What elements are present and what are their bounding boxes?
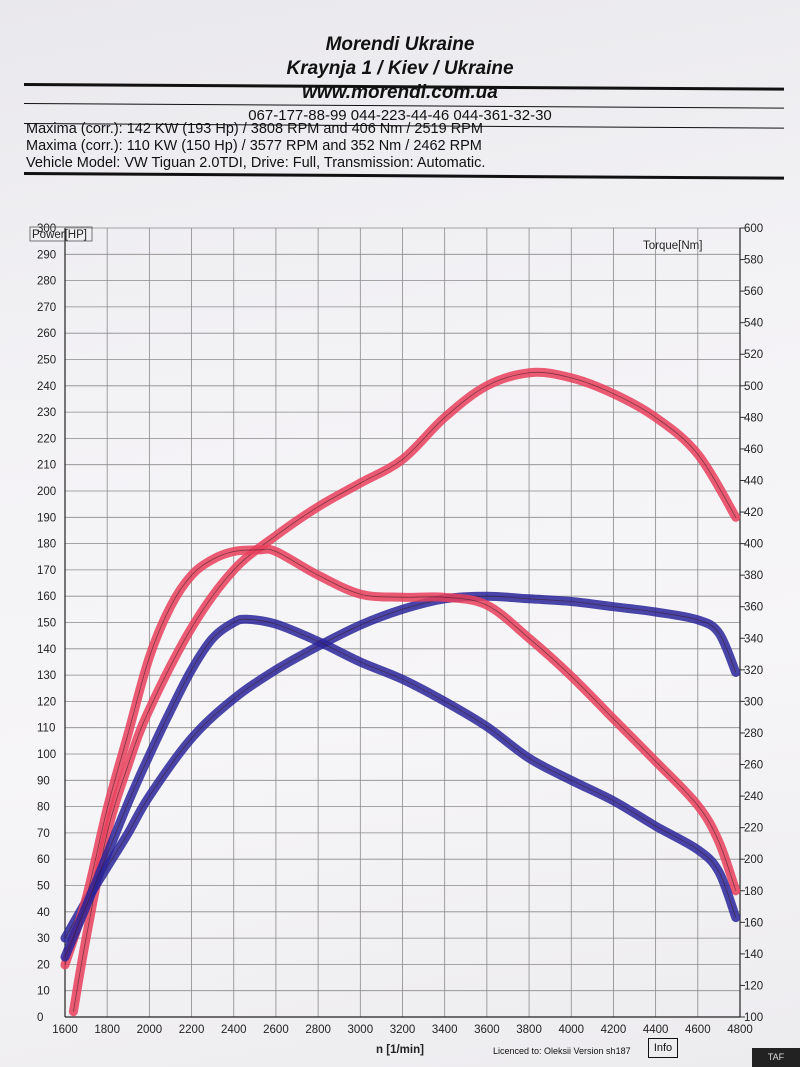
- x-tick-label: 3600: [474, 1024, 500, 1036]
- x-tick-label: 4200: [601, 1024, 627, 1036]
- y-tick-label: 180: [37, 539, 56, 551]
- y-tick-label: 220: [37, 433, 56, 445]
- y2-tick-label: 340: [744, 633, 763, 645]
- y2-tick-label: 540: [744, 318, 763, 330]
- y-tick-label: 110: [37, 723, 55, 735]
- y2-tick-label: 400: [744, 539, 763, 551]
- x-tick-label: 2800: [305, 1024, 331, 1036]
- y-tick-label: 20: [37, 959, 50, 971]
- company-phones: 067-177-88-99 044-223-44-46 044-361-32-3…: [248, 107, 552, 124]
- y2-tick-label: 180: [744, 886, 763, 898]
- y-tick-label: 150: [37, 618, 56, 630]
- maxima-corrected-2: Maxima (corr.): 110 KW (150 Hp) / 3577 R…: [26, 138, 482, 154]
- y2-tick-label: 440: [744, 475, 763, 487]
- y-tick-label: 10: [37, 986, 50, 998]
- y-tick-label: 250: [37, 355, 56, 367]
- x-axis-title: n [1/min]: [376, 1044, 424, 1056]
- x-tick-label: 4000: [558, 1024, 584, 1036]
- y2-tick-label: 280: [744, 728, 763, 740]
- x-tick-label: 4600: [685, 1024, 711, 1036]
- y-tick-label: 210: [37, 460, 56, 472]
- chart-labels: 1600 1800 2000 2200 2400 2600 2800 3000 3200 3400…: [29, 223, 763, 1056]
- y2-tick-label: 240: [744, 791, 763, 803]
- y2-tick-label: 580: [744, 255, 763, 267]
- y-tick-label: 40: [37, 907, 50, 919]
- y2-tick-label: 140: [744, 949, 763, 961]
- y-tick-label: 60: [37, 854, 50, 866]
- y-tick-label: 290: [37, 249, 56, 261]
- y-tick-label: 270: [37, 302, 56, 314]
- x-tick-label: 3200: [390, 1024, 416, 1036]
- x-tick-label: 3800: [516, 1024, 542, 1036]
- x-tick-label: 3400: [432, 1024, 458, 1036]
- x-tick-label: 2400: [221, 1024, 247, 1036]
- company-address: Kraynja 1 / Kiev / Ukraine: [286, 58, 514, 79]
- y2-tick-label: 600: [744, 223, 763, 235]
- series-trace-red-left: [73, 371, 737, 1012]
- x-tick-label: 1600: [52, 1024, 78, 1036]
- y2-tick-label: 460: [744, 444, 763, 456]
- y-tick-label: 260: [37, 328, 56, 340]
- y2-tick-label: 520: [744, 349, 763, 361]
- y-tick-label: 170: [37, 565, 56, 577]
- y-tick-label: 90: [37, 775, 50, 787]
- series-line-blue-left: [60, 591, 741, 943]
- y-tick-label: 30: [37, 933, 50, 945]
- y2-tick-label: 300: [744, 696, 763, 708]
- y-tick-label: 50: [37, 881, 50, 893]
- series-line-red-left: [68, 367, 741, 1017]
- y-tick-label: 190: [37, 512, 56, 524]
- y-tick-label: 160: [37, 591, 56, 603]
- y-axis-title-box: [29, 226, 93, 242]
- y2-tick-label: 560: [744, 286, 763, 298]
- company-name: Morendi Ukraine: [325, 34, 475, 55]
- chart-curves: [60, 367, 741, 1017]
- vehicle-model: Vehicle Model: VW Tiguan 2.0TDI, Drive: …: [26, 155, 486, 171]
- info-button[interactable]: Info: [648, 1038, 678, 1058]
- y2-tick-label: 160: [744, 917, 763, 929]
- y2-tick-label: 320: [744, 665, 763, 677]
- y-tick-label: 0: [37, 1012, 43, 1024]
- y-tick-label: 100: [37, 749, 56, 761]
- y-tick-label: 80: [37, 802, 50, 814]
- x-tick-label: 2200: [179, 1024, 205, 1036]
- y2-tick-label: 420: [744, 507, 763, 519]
- x-tick-label: 1800: [94, 1024, 120, 1036]
- y2-tick-label: 120: [744, 980, 763, 992]
- y2-tick-label: 500: [744, 381, 763, 393]
- y-tick-label: 300: [37, 223, 56, 235]
- y2-tick-label: 260: [744, 760, 763, 772]
- y2-tick-label: 480: [744, 412, 763, 424]
- y-tick-label: 130: [37, 670, 56, 682]
- y-tick-label: 280: [37, 276, 56, 288]
- series-trace-blue-left: [64, 595, 737, 939]
- y-axis-title: Power[HP]: [32, 229, 87, 241]
- y2-tick-label: 380: [744, 570, 763, 582]
- series-trace-blue-right: [64, 618, 737, 958]
- corner-label: TAF: [752, 1048, 800, 1067]
- x-tick-label: 4800: [727, 1024, 753, 1036]
- y-tick-label: 120: [37, 696, 56, 708]
- x-tick-label: 2000: [137, 1024, 163, 1036]
- y2-tick-label: 360: [744, 602, 763, 614]
- y-tick-label: 200: [37, 486, 56, 498]
- y-tick-label: 240: [37, 381, 56, 393]
- y2-tick-label: 200: [744, 854, 763, 866]
- x-tick-label: 2600: [263, 1024, 289, 1036]
- y-tick-label: 70: [37, 828, 50, 840]
- y2-axis-title: Torque[Nm]: [643, 240, 702, 252]
- chart-axes: [64, 227, 745, 1018]
- licence-text: Licenced to: Oleksii Version sh187: [493, 1046, 631, 1056]
- y-tick-label: 230: [37, 407, 56, 419]
- series-trace-red-right: [64, 548, 737, 966]
- y-tick-label: 140: [37, 644, 56, 656]
- maxima-corrected-1: Maxima (corr.): 142 KW (193 Hp) / 3808 R…: [26, 121, 483, 137]
- y2-tick-label: 220: [744, 823, 763, 835]
- y2-tick-label: 100: [744, 1012, 763, 1024]
- x-tick-label: 3000: [348, 1024, 374, 1036]
- x-tick-label: 4400: [643, 1024, 669, 1036]
